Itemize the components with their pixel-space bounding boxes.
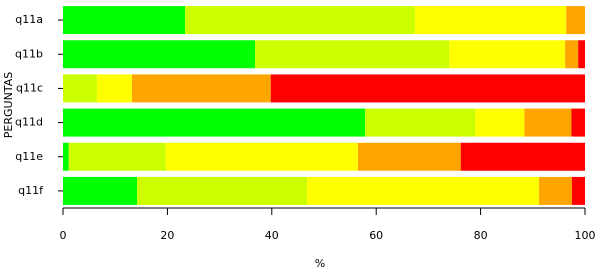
y-tick-label: q11b xyxy=(15,47,43,60)
bar-segment xyxy=(414,6,567,35)
bar-segment xyxy=(270,74,585,103)
x-tick-label: 80 xyxy=(474,229,488,242)
bar-segment xyxy=(365,108,476,137)
x-axis-label: % xyxy=(315,257,325,270)
bar-segment xyxy=(475,108,525,137)
bar-segment xyxy=(255,40,450,69)
bar-segment xyxy=(63,6,186,35)
bar-segment xyxy=(63,108,366,137)
bar-segment xyxy=(357,142,461,171)
y-tick-label: q11a xyxy=(15,13,43,26)
bar-segment xyxy=(565,40,579,69)
bar-segment xyxy=(571,108,585,137)
x-tick-label: 100 xyxy=(575,229,596,242)
bar-segment xyxy=(63,74,97,103)
x-tick-label: 0 xyxy=(60,229,67,242)
bar-segment xyxy=(131,74,271,103)
y-tick-label: q11f xyxy=(18,184,44,197)
bar-segment xyxy=(68,142,166,171)
bar-segment xyxy=(524,108,572,137)
bar-segment xyxy=(185,6,415,35)
bar-segment xyxy=(460,142,585,171)
bar-segment xyxy=(137,176,308,205)
bar-segment xyxy=(571,176,585,205)
bar-segment xyxy=(539,176,572,205)
bar-segment xyxy=(449,40,566,69)
bar-segment xyxy=(307,176,540,205)
y-tick-label: q11c xyxy=(16,81,43,94)
bar-segment xyxy=(96,74,132,103)
x-tick-label: 40 xyxy=(265,229,279,242)
bar-segment xyxy=(566,6,585,35)
y-axis-label: PERGUNTAS xyxy=(2,72,15,138)
x-tick-label: 20 xyxy=(160,229,174,242)
bar-segment xyxy=(578,40,585,69)
y-tick-label: q11e xyxy=(15,150,43,163)
bar-segment xyxy=(165,142,358,171)
y-tick-label: q11d xyxy=(15,116,43,129)
bar-segment xyxy=(63,176,138,205)
bar-segment xyxy=(63,40,256,69)
x-tick-label: 60 xyxy=(369,229,383,242)
bar-segment xyxy=(63,142,69,171)
